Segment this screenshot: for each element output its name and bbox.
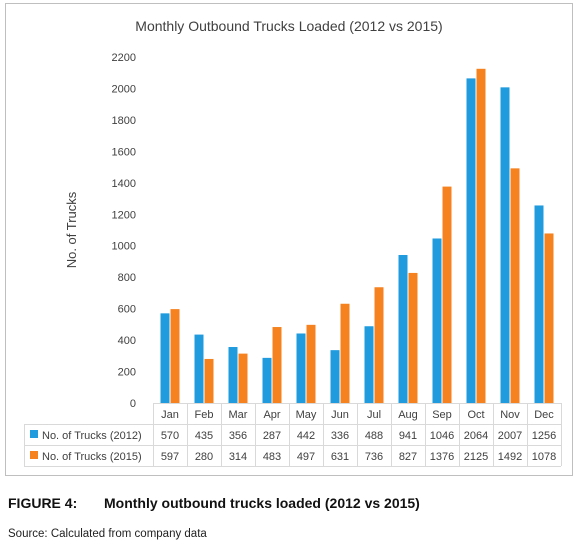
- y-tick-label: 1600: [112, 146, 136, 158]
- bar: [408, 272, 418, 403]
- bar: [262, 357, 272, 403]
- bar: [510, 168, 520, 403]
- x-tick-label: Dec: [534, 409, 554, 421]
- x-tick-label: Nov: [500, 409, 520, 421]
- bar: [272, 327, 282, 403]
- bar: [194, 334, 204, 403]
- bar: [228, 347, 238, 403]
- legend-label: No. of Trucks (2012): [42, 430, 142, 442]
- data-label: 1078: [532, 451, 556, 463]
- legend-swatch: [30, 451, 38, 459]
- y-tick-label: 1400: [112, 178, 136, 190]
- data-label: 570: [161, 430, 179, 442]
- source-note: Source: Calculated from company data: [8, 528, 207, 540]
- x-tick-label: Mar: [229, 409, 248, 421]
- legend-swatch: [30, 430, 38, 438]
- y-tick-label: 400: [118, 335, 136, 347]
- bar: [204, 358, 214, 403]
- data-label: 442: [297, 430, 315, 442]
- data-label: 488: [365, 430, 383, 442]
- x-tick-label: Jun: [331, 409, 349, 421]
- data-label: 941: [399, 430, 417, 442]
- data-label: 483: [263, 451, 281, 463]
- y-tick-label: 1200: [112, 209, 136, 221]
- data-label: 1256: [532, 430, 556, 442]
- bar: [170, 309, 180, 403]
- bar: [476, 68, 486, 403]
- bar: [466, 78, 476, 403]
- chart-title: Monthly Outbound Trucks Loaded (2012 vs …: [135, 18, 442, 34]
- figure-number: FIGURE 4:: [8, 495, 78, 511]
- y-tick-label: 2000: [112, 83, 136, 95]
- chart-frame: Monthly Outbound Trucks Loaded (2012 vs …: [5, 3, 573, 476]
- data-label: 631: [331, 451, 349, 463]
- data-label: 1492: [498, 451, 522, 463]
- data-label: 280: [195, 451, 213, 463]
- data-label: 2125: [464, 451, 488, 463]
- bar: [296, 333, 306, 403]
- bar: [374, 287, 384, 403]
- data-label: 736: [365, 451, 383, 463]
- y-axis-label: No. of Trucks: [64, 191, 79, 268]
- bar: [306, 324, 316, 403]
- bar: [432, 238, 442, 403]
- data-label: 356: [229, 430, 247, 442]
- bar: [500, 87, 510, 403]
- x-tick-label: Jul: [367, 409, 381, 421]
- bar: [364, 326, 374, 403]
- data-label: 1376: [430, 451, 454, 463]
- data-label: 1046: [430, 430, 454, 442]
- bar: [330, 350, 340, 403]
- y-tick-label: 1800: [112, 115, 136, 127]
- bar-chart: Monthly Outbound Trucks Loaded (2012 vs …: [24, 18, 562, 467]
- bar: [340, 303, 350, 403]
- figure-title: Monthly outbound trucks loaded (2012 vs …: [104, 495, 420, 511]
- data-label: 336: [331, 430, 349, 442]
- x-tick-label: Aug: [398, 409, 418, 421]
- data-label: 827: [399, 451, 417, 463]
- bar: [160, 313, 170, 403]
- y-tick-label: 2200: [112, 52, 136, 64]
- bar: [442, 186, 452, 403]
- y-tick-label: 0: [130, 398, 136, 410]
- x-tick-label: May: [296, 409, 317, 421]
- data-label: 597: [161, 451, 179, 463]
- y-tick-label: 1000: [112, 241, 136, 253]
- bar: [398, 255, 408, 403]
- bar: [238, 353, 248, 403]
- y-tick-label: 600: [118, 304, 136, 316]
- bar: [534, 205, 544, 403]
- x-tick-label: Sep: [432, 409, 452, 421]
- data-label: 314: [229, 451, 247, 463]
- data-label: 287: [263, 430, 281, 442]
- bar: [544, 233, 554, 403]
- data-label: 2007: [498, 430, 522, 442]
- x-tick-label: Oct: [467, 409, 484, 421]
- y-tick-label: 800: [118, 272, 136, 284]
- x-tick-label: Feb: [195, 409, 214, 421]
- x-tick-label: Jan: [161, 409, 179, 421]
- data-label: 2064: [464, 430, 488, 442]
- legend-label: No. of Trucks (2015): [42, 451, 142, 463]
- data-label: 497: [297, 451, 315, 463]
- y-tick-label: 200: [118, 367, 136, 379]
- data-label: 435: [195, 430, 213, 442]
- figure-caption: FIGURE 4: Monthly outbound trucks loaded …: [8, 495, 420, 511]
- x-tick-label: Apr: [263, 409, 280, 421]
